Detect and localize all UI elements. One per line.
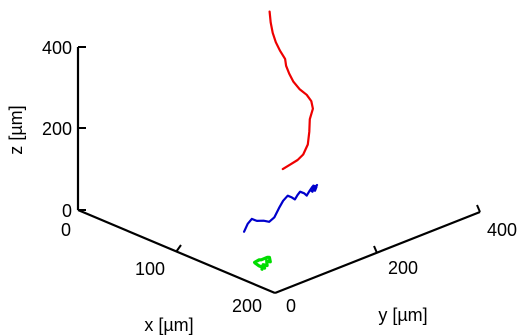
trajectory-series-3 xyxy=(268,10,314,171)
x-tick-label-200: 200 xyxy=(232,296,262,316)
z-tick-label-400: 400 xyxy=(42,38,72,58)
trajectory-series-1 xyxy=(253,255,272,271)
y-tick-label-400: 400 xyxy=(487,220,517,240)
trajectory-series-2 xyxy=(243,183,319,233)
series-layer xyxy=(243,10,319,271)
y-tick-mark-200 xyxy=(373,245,378,254)
y-tick-label-200: 200 xyxy=(388,258,418,278)
axes-layer: 0 200 400 0 100 200 0 200 400 x [µm] y [… xyxy=(6,38,517,335)
y-tick-label-0: 0 xyxy=(286,296,296,316)
z-tick-label-200: 200 xyxy=(42,119,72,139)
z-tick-label-0: 0 xyxy=(62,201,72,221)
x-axis-label: x [µm] xyxy=(144,315,193,335)
x-tick-label-0: 0 xyxy=(61,220,71,240)
x-tick-label-100: 100 xyxy=(135,259,165,279)
y-tick-mark-400 xyxy=(476,204,481,213)
y-axis-label: y [µm] xyxy=(378,305,427,325)
z-axis-label: z [µm] xyxy=(6,105,26,154)
x-tick-mark-100 xyxy=(175,244,182,253)
